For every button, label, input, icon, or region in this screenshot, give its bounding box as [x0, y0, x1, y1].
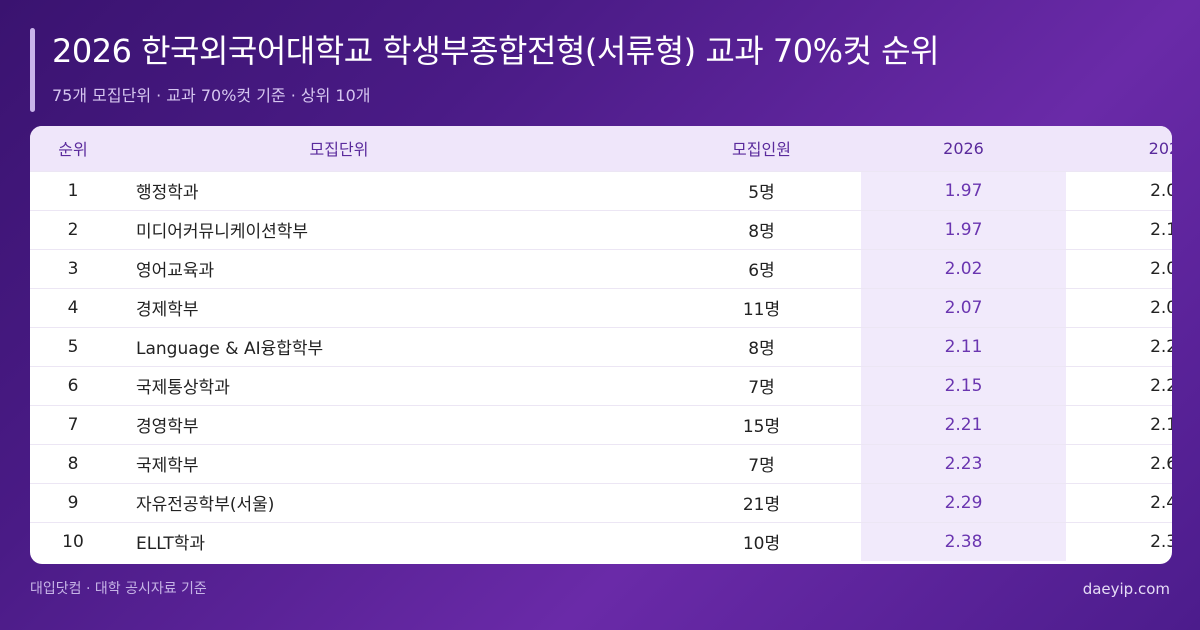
header-rank: 순위: [58, 140, 88, 160]
table-row: 5 Language & AI융합학부 8명 2.11 2.21: [30, 327, 1172, 366]
cell-count: 21명: [742, 495, 781, 515]
cell-2026: 2.23: [861, 444, 1066, 483]
cell-name: 미디어커뮤니케이션학부: [136, 222, 309, 242]
ranking-table: 순위 모집단위 모집인원 2026 2025 1 행정학과 5명 1.97 2.…: [30, 126, 1172, 561]
cell-2026: 2.07: [861, 288, 1066, 327]
table-row: 10 ELLT학과 10명 2.38 2.32: [30, 522, 1172, 561]
cell-2025: 2.20: [1150, 375, 1172, 396]
cell-count: 7명: [748, 378, 775, 398]
header-2026: 2026: [943, 138, 984, 158]
cell-2026: 2.38: [861, 522, 1066, 561]
cell-2025: 2.21: [1150, 336, 1172, 357]
cell-2026: 2.02: [861, 249, 1066, 288]
cell-2025: 2.04: [1150, 180, 1172, 201]
table-row: 8 국제학부 7명 2.23 2.62: [30, 444, 1172, 483]
cell-rank: 1: [67, 180, 79, 201]
cell-count: 5명: [748, 183, 775, 203]
header: 2026 한국외국어대학교 학생부종합전형(서류형) 교과 70%컷 순위 75…: [30, 28, 1170, 112]
cell-2025: 2.62: [1150, 453, 1172, 474]
cell-name: 국제통상학과: [136, 378, 230, 398]
cell-name: ELLT학과: [136, 534, 206, 555]
cell-rank: 10: [62, 531, 84, 552]
cell-rank: 4: [67, 297, 79, 318]
cell-rank: 9: [67, 492, 79, 513]
cell-name: Language & AI융합학부: [136, 339, 324, 359]
table-row: 6 국제통상학과 7명 2.15 2.20: [30, 366, 1172, 405]
cell-count: 10명: [742, 534, 781, 555]
table-header-row: 순위 모집단위 모집인원 2026 2025: [30, 126, 1172, 171]
cell-2025: 2.13: [1150, 219, 1172, 240]
header-2025: 2025: [1148, 138, 1172, 158]
cell-2026: 2.29: [861, 483, 1066, 522]
cell-2025: 2.01: [1150, 258, 1172, 279]
cell-2026: 2.21: [861, 405, 1066, 444]
cell-count: 6명: [748, 261, 775, 281]
cell-2025: 2.43: [1150, 492, 1172, 513]
cell-rank: 8: [67, 453, 79, 474]
table-row: 2 미디어커뮤니케이션학부 8명 1.97 2.13: [30, 210, 1172, 249]
cell-count: 7명: [748, 456, 775, 476]
cell-rank: 7: [67, 414, 79, 435]
cell-name: 경영학부: [136, 417, 199, 437]
cell-count: 8명: [748, 222, 775, 242]
cell-rank: 6: [67, 375, 79, 396]
table-row: 1 행정학과 5명 1.97 2.04: [30, 171, 1172, 210]
cell-name: 행정학과: [136, 183, 199, 203]
cell-2026: 2.11: [861, 327, 1066, 366]
footer-site-link[interactable]: daeyip.com: [1082, 580, 1170, 598]
cell-name: 영어교육과: [136, 261, 215, 281]
cell-2025: 2.05: [1150, 297, 1172, 318]
page-subtitle: 75개 모집단위 · 교과 70%컷 기준 · 상위 10개: [52, 86, 371, 105]
footer-source: 대입닷컴 · 대학 공시자료 기준: [30, 581, 207, 597]
cell-name: 경제학부: [136, 300, 199, 320]
table-row: 3 영어교육과 6명 2.02 2.01: [30, 249, 1172, 288]
cell-rank: 2: [67, 219, 79, 240]
cell-rank: 3: [67, 258, 79, 279]
table-row: 9 자유전공학부(서울) 21명 2.29 2.43: [30, 483, 1172, 522]
cell-name: 국제학부: [136, 456, 199, 476]
cell-2025: 2.32: [1150, 531, 1172, 552]
cell-count: 8명: [748, 339, 775, 359]
title-accent-bar: [30, 28, 35, 112]
ranking-table-card: 순위 모집단위 모집인원 2026 2025 1 행정학과 5명 1.97 2.…: [30, 126, 1172, 564]
table-row: 7 경영학부 15명 2.21 2.14: [30, 405, 1172, 444]
cell-count: 15명: [742, 417, 781, 437]
cell-rank: 5: [67, 336, 79, 357]
cell-count: 11명: [742, 300, 781, 320]
cell-2026: 2.15: [861, 366, 1066, 405]
cell-2025: 2.14: [1150, 414, 1172, 435]
table-row: 4 경제학부 11명 2.07 2.05: [30, 288, 1172, 327]
cell-2026: 1.97: [861, 210, 1066, 249]
cell-2026: 1.97: [861, 171, 1066, 210]
header-count: 모집인원: [732, 140, 791, 160]
cell-name: 자유전공학부(서울): [136, 495, 275, 515]
header-name: 모집단위: [309, 140, 369, 160]
page-title: 2026 한국외국어대학교 학생부종합전형(서류형) 교과 70%컷 순위: [52, 32, 940, 70]
